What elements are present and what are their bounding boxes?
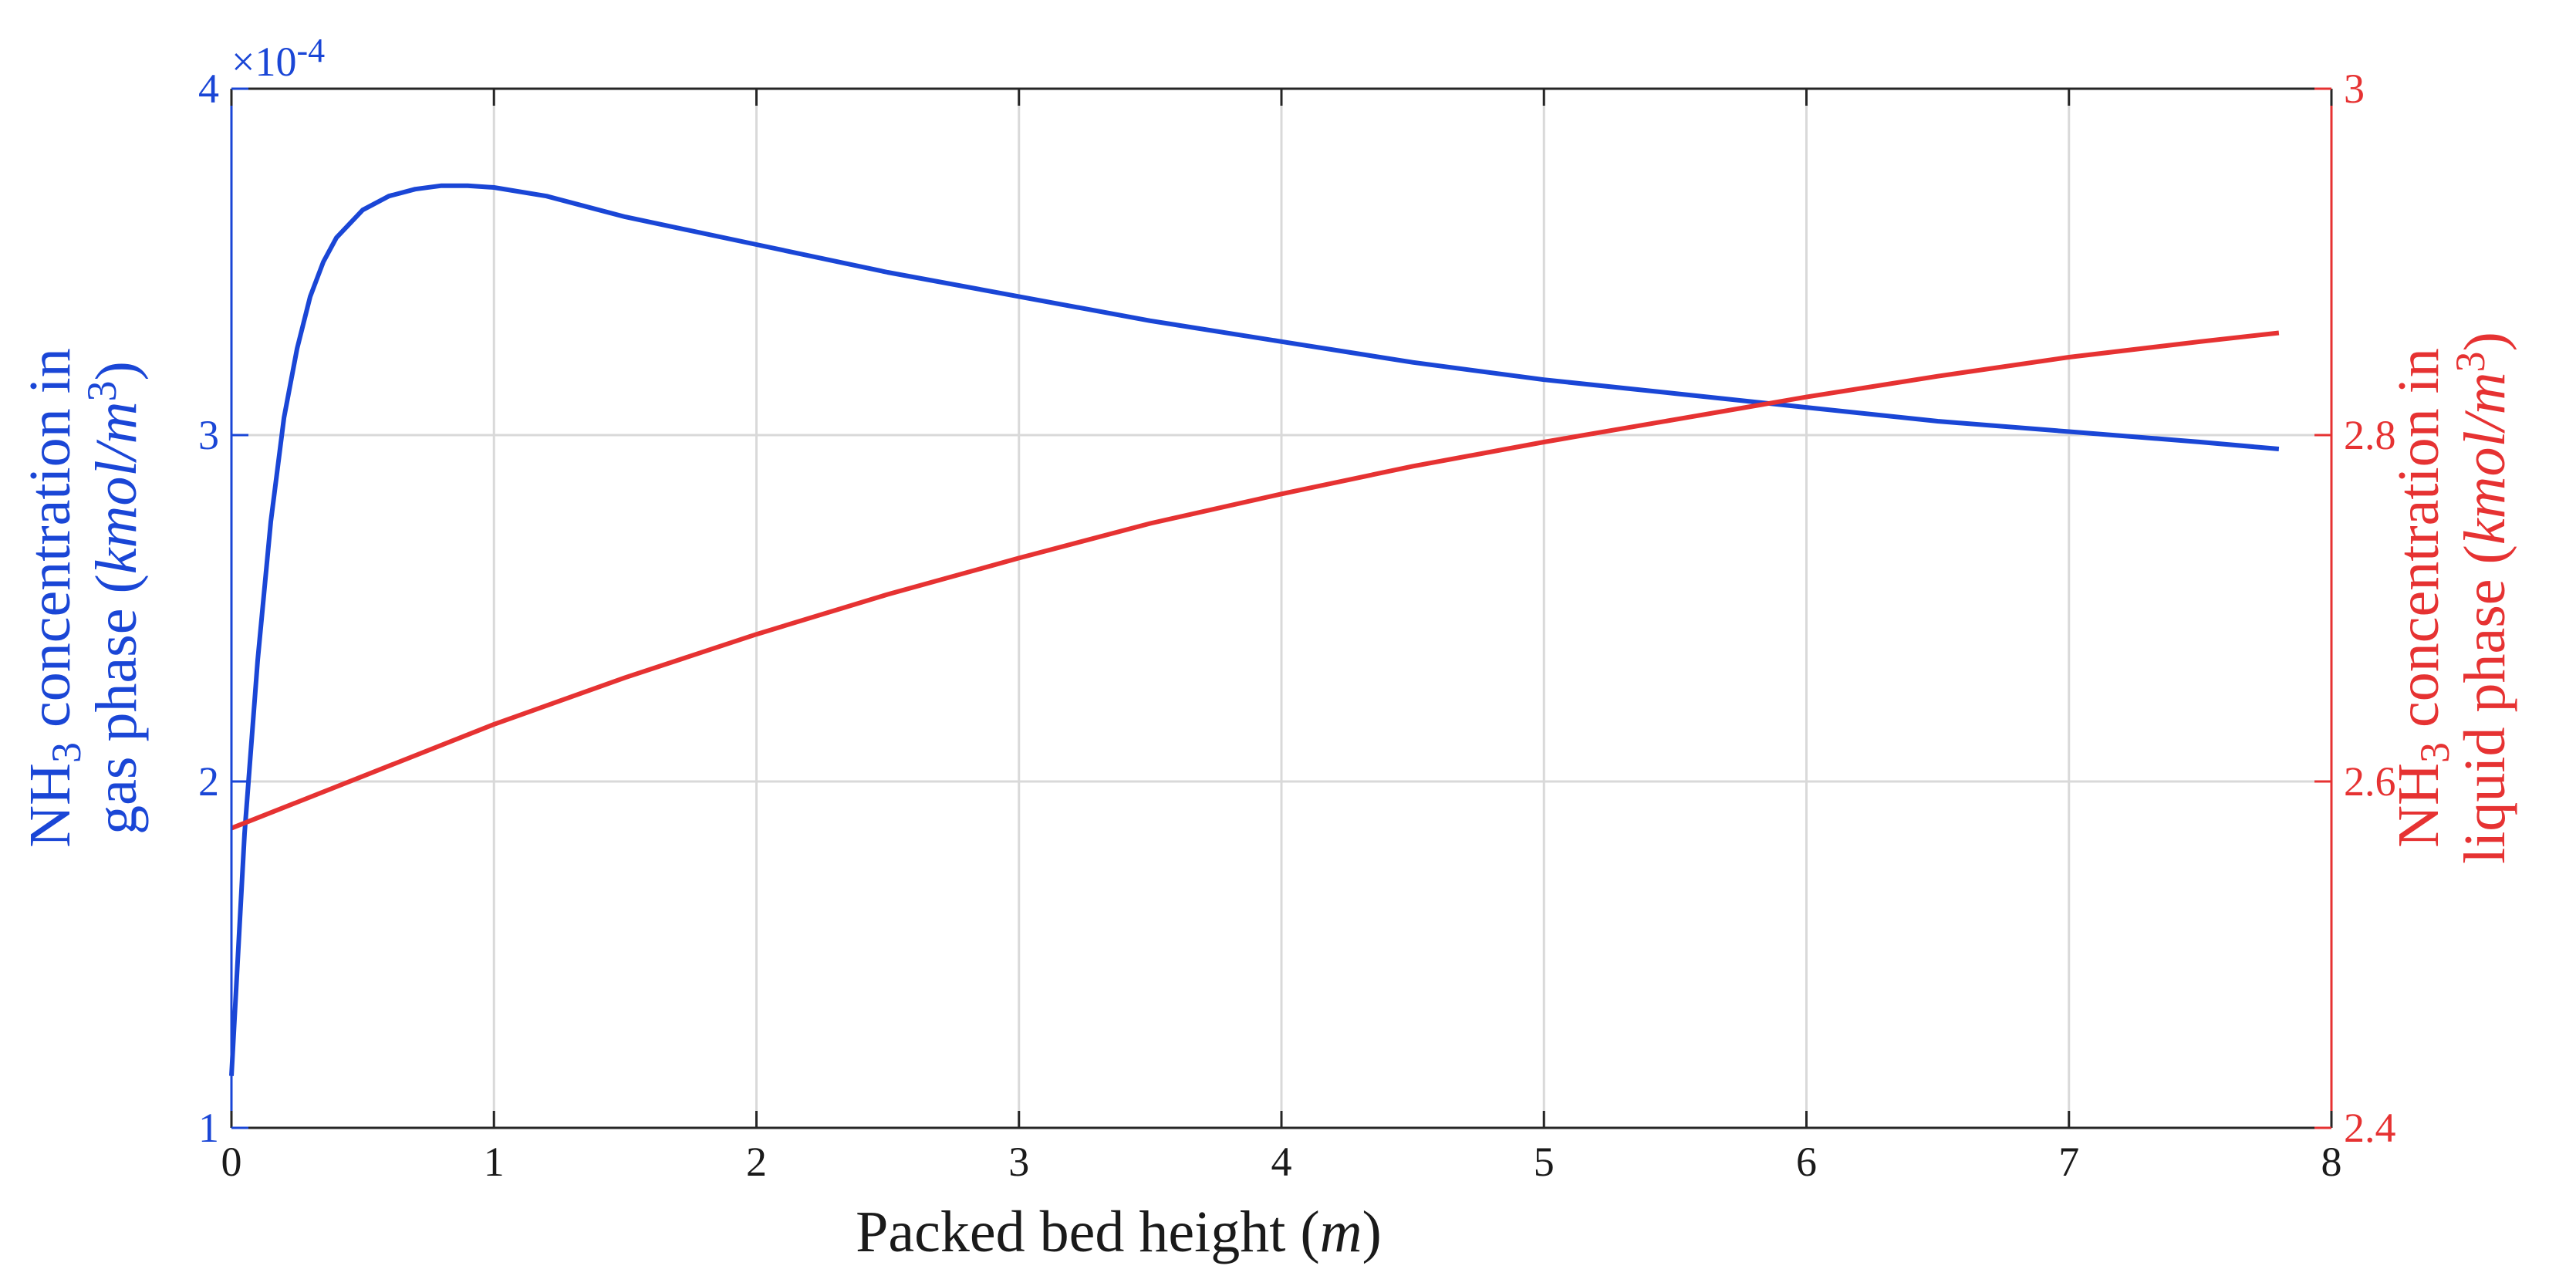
right-axis-title-line2: liquid phase (kmol/m3) (2447, 332, 2517, 864)
right-y-tick-label: 3 (2344, 66, 2365, 112)
x-tick-label: 3 (1008, 1139, 1029, 1185)
right-title-rest: concentration in (2386, 348, 2451, 742)
axes (230, 87, 2333, 1129)
right-title2-pre: liquid phase ( (2453, 545, 2517, 864)
x-axis-title-text: Packed bed height ( (856, 1200, 1319, 1264)
left-title2-post: ) (84, 361, 149, 380)
left-axis-title-line1: NH3 concentration in (18, 348, 89, 847)
left-axis-title-line2: gas phase (kmol/m3) (79, 361, 149, 835)
series-layer (229, 183, 2280, 1076)
left-title-sub: 3 (43, 742, 89, 763)
left-y-tick-label: 3 (198, 412, 219, 458)
x-tick-label: 4 (1271, 1139, 1292, 1185)
left-multiplier-base: ×10 (231, 39, 296, 85)
right-y-tick-label: 2.4 (2344, 1105, 2396, 1151)
right-y-tick-label: 2.6 (2344, 758, 2396, 805)
x-tick-label: 0 (221, 1139, 242, 1185)
left-title2-pre: gas phase ( (84, 574, 149, 835)
x-axis-title-var: m (1320, 1200, 1362, 1264)
grid-lines (231, 89, 2331, 1128)
left-multiplier-exponent: -4 (296, 32, 325, 69)
right-axis-title: NH3 concentration in liquid phase (kmol/… (2386, 332, 2517, 864)
x-tick-label: 6 (1796, 1139, 1817, 1185)
left-y-tick-label: 4 (198, 66, 219, 112)
right-title2-post: ) (2453, 332, 2517, 351)
x-tick-label: 1 (484, 1139, 505, 1185)
left-y-tick-label: 2 (198, 758, 219, 805)
liquid-phase-line (230, 330, 2280, 831)
left-title-rest: concentration in (18, 348, 83, 742)
x-axis-title-close: ) (1362, 1200, 1382, 1264)
left-axis-multiplier: ×10-4 (231, 32, 325, 85)
x-tick-label: 7 (2058, 1139, 2079, 1185)
left-title2-sup: 3 (79, 380, 125, 401)
gas-phase-line (229, 183, 2280, 1076)
left-axis-title: NH3 concentration in gas phase (kmol/m3) (18, 348, 149, 847)
right-title2-var: kmol/m (2453, 372, 2517, 545)
right-title-sub: 3 (2412, 742, 2458, 763)
x-tick-label: 2 (746, 1139, 767, 1185)
x-tick-label: 8 (2321, 1139, 2342, 1185)
left-title2-var: kmol/m (84, 401, 149, 574)
right-title2-sup: 3 (2447, 351, 2493, 372)
right-y-tick-label: 2.8 (2344, 412, 2396, 458)
right-axis-title-line1: NH3 concentration in (2386, 348, 2458, 847)
left-title-nh: NH (18, 763, 83, 848)
x-tick-label: 5 (1534, 1139, 1555, 1185)
x-axis-title: Packed bed height (m) (856, 1200, 1382, 1264)
left-y-tick-label: 1 (198, 1105, 219, 1151)
right-title-nh: NH (2386, 763, 2451, 848)
